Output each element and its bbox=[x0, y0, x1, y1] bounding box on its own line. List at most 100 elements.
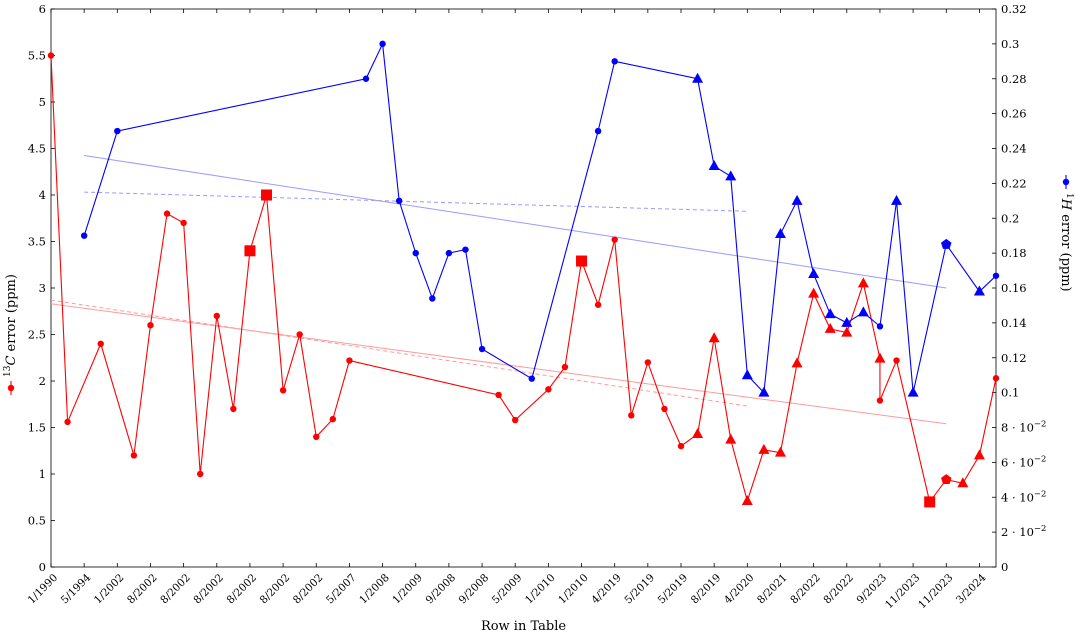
data-point-triangle bbox=[857, 277, 869, 288]
data-point-triangle bbox=[824, 322, 836, 333]
data-point-circle bbox=[346, 357, 353, 364]
x-tick-label: 1/2009 bbox=[390, 572, 425, 607]
data-point-triangle bbox=[973, 449, 985, 460]
y-left-axis-label: 13C error (ppm) bbox=[3, 274, 19, 395]
data-point-triangle bbox=[791, 357, 803, 368]
y-right-tick-label: 0.18 bbox=[1001, 246, 1027, 260]
data-point-triangle bbox=[758, 443, 770, 454]
y-right-tick-label: 0.24 bbox=[1001, 142, 1027, 156]
data-point-circle bbox=[992, 375, 1000, 382]
y-right-axis-label: 1H error (ppm) bbox=[1058, 175, 1074, 292]
data-point-triangle bbox=[874, 352, 886, 363]
data-point-circle bbox=[677, 442, 685, 450]
y-left-tick-label: 5 bbox=[39, 95, 46, 109]
trend-lines-layer bbox=[50, 154, 947, 425]
data-point-circle bbox=[197, 470, 204, 478]
data-point-circle bbox=[80, 232, 88, 239]
y-left-tick-label: 0 bbox=[39, 560, 46, 574]
series-line-right bbox=[83, 41, 997, 394]
x-tick-label: 11/2023 bbox=[916, 572, 955, 611]
x-tick-label: 8/2021 bbox=[755, 572, 790, 607]
x-tick-label: 3/2024 bbox=[954, 572, 989, 607]
data-point-circle bbox=[495, 391, 502, 399]
data-point-circle bbox=[611, 58, 618, 65]
data-point-triangle bbox=[725, 170, 737, 181]
y-left-tick-label: 1 bbox=[39, 467, 46, 481]
y-right-tick-label: 0.26 bbox=[1001, 107, 1027, 121]
x-tick-label: 1/2010 bbox=[523, 572, 558, 607]
data-point-circle bbox=[594, 127, 602, 135]
y-left-tick-label: 5.5 bbox=[28, 49, 46, 63]
x-tick-label: 1/2010 bbox=[556, 572, 591, 607]
y-left-tick-label: 2.5 bbox=[28, 328, 46, 342]
data-point-triangle bbox=[725, 433, 737, 444]
x-tick-label: 9/2008 bbox=[423, 572, 458, 607]
series-line-left bbox=[50, 55, 997, 504]
x-axis-label: Row in Table bbox=[481, 619, 566, 634]
y-right-tick-label: 6 · 10−2 bbox=[1001, 454, 1046, 469]
data-point-circle bbox=[47, 52, 55, 59]
y-right-tick-label: 0.3 bbox=[1001, 37, 1019, 51]
data-point-circle bbox=[329, 415, 337, 423]
data-point-triangle bbox=[791, 194, 803, 205]
x-tick-label: 4/2020 bbox=[722, 572, 757, 607]
x-tick-label: 1/1990 bbox=[26, 572, 61, 607]
x-tick-label: 5/1994 bbox=[59, 572, 94, 607]
data-point-circle bbox=[279, 387, 287, 394]
data-point-circle bbox=[628, 412, 635, 419]
data-point-triangle bbox=[824, 308, 836, 319]
data-point-circle bbox=[594, 301, 602, 308]
x-tick-label: 8/2022 bbox=[821, 572, 856, 607]
y-right-tick-label: 0.12 bbox=[1001, 351, 1027, 365]
data-point-triangle bbox=[708, 159, 720, 170]
data-point-triangle bbox=[774, 227, 786, 238]
x-tick-label: 8/2022 bbox=[788, 572, 823, 607]
data-point-triangle bbox=[741, 494, 753, 505]
data-point-triangle bbox=[692, 72, 704, 83]
data-point-pentagon bbox=[941, 474, 952, 485]
x-tick-label: 1/2008 bbox=[357, 572, 392, 607]
y-right-tick-label: 0.2 bbox=[1001, 211, 1019, 225]
x-tick-label: 8/2019 bbox=[689, 572, 724, 607]
x-tick-label: 5/2009 bbox=[490, 572, 525, 607]
data-point-triangle bbox=[692, 428, 704, 439]
data-point-circle bbox=[379, 40, 386, 48]
data-point-triangle bbox=[957, 477, 969, 488]
data-point-circle bbox=[130, 452, 138, 459]
data-point-circle bbox=[644, 359, 652, 366]
x-tick-label: 11/2023 bbox=[883, 572, 922, 611]
x-tick-label: 8/2002 bbox=[158, 572, 193, 607]
data-point-triangle bbox=[808, 268, 820, 279]
trend-solid-right bbox=[84, 154, 947, 289]
y-left-tick-label: 1.5 bbox=[28, 421, 46, 435]
trend-dashed-right bbox=[84, 191, 748, 212]
x-tick-label: 5/2019 bbox=[656, 572, 691, 607]
data-point-circle bbox=[395, 197, 403, 205]
data-point-circle bbox=[876, 397, 884, 404]
legend-marker bbox=[7, 384, 15, 392]
x-tick-label: 8/2002 bbox=[125, 572, 160, 607]
data-point-square bbox=[244, 245, 256, 257]
trend-dashed-left bbox=[50, 299, 748, 407]
data-point-circle bbox=[893, 357, 900, 364]
data-point-circle bbox=[313, 433, 320, 440]
data-point-circle bbox=[213, 312, 220, 320]
data-point-pentagon bbox=[941, 238, 952, 249]
data-point-triangle bbox=[841, 326, 853, 337]
y-right-tick-label: 2 · 10−2 bbox=[1001, 524, 1046, 539]
data-point-triangle bbox=[907, 386, 919, 397]
data-point-triangle bbox=[808, 287, 820, 298]
data-point-circle bbox=[445, 249, 453, 257]
y-left-tick-label: 3.5 bbox=[28, 235, 46, 249]
y-right-tick-label: 0.14 bbox=[1001, 316, 1027, 330]
y-axis-title-text: 1H error (ppm) bbox=[1058, 193, 1074, 292]
data-point-circle bbox=[230, 405, 237, 413]
trend-solid-left bbox=[50, 303, 947, 425]
plot-frame bbox=[50, 8, 997, 568]
y-left-tick-label: 3 bbox=[39, 281, 46, 295]
axis-labels-layer: Row in Table 13C error (ppm) 1H error (ppm… bbox=[3, 175, 1074, 634]
y-left-tick-label: 0.5 bbox=[28, 514, 46, 528]
data-point-circle bbox=[296, 331, 303, 338]
data-point-circle bbox=[462, 246, 469, 253]
